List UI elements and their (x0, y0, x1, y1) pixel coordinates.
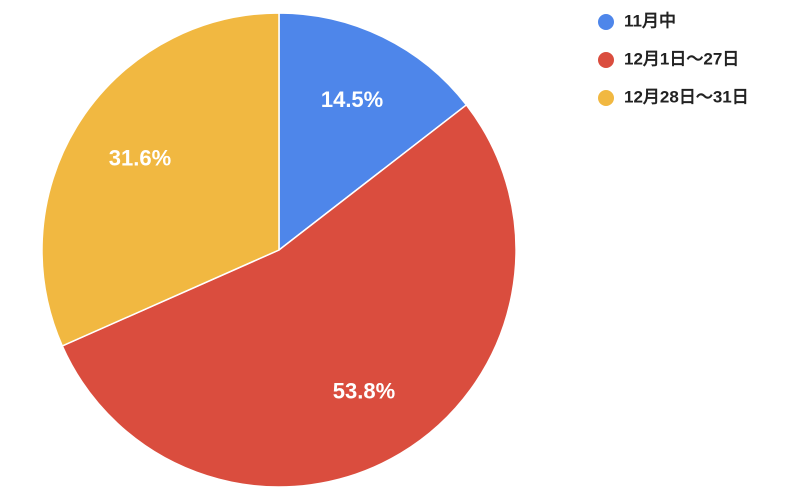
pie-slice (41, 12, 280, 347)
value-label: 31.6% (109, 145, 171, 170)
legend-label: 11月中 (624, 10, 676, 30)
legend-swatch (598, 90, 614, 106)
legend-label: 12月1日〜27日 (624, 49, 739, 68)
pie-slice (61, 103, 517, 488)
legend-swatch (598, 52, 614, 68)
pie-slice (278, 12, 468, 252)
legend-swatch (598, 14, 614, 30)
legend-label: 12月28日〜31日 (624, 87, 749, 106)
value-label: 14.5% (321, 87, 383, 112)
value-label: 53.8% (333, 378, 395, 403)
